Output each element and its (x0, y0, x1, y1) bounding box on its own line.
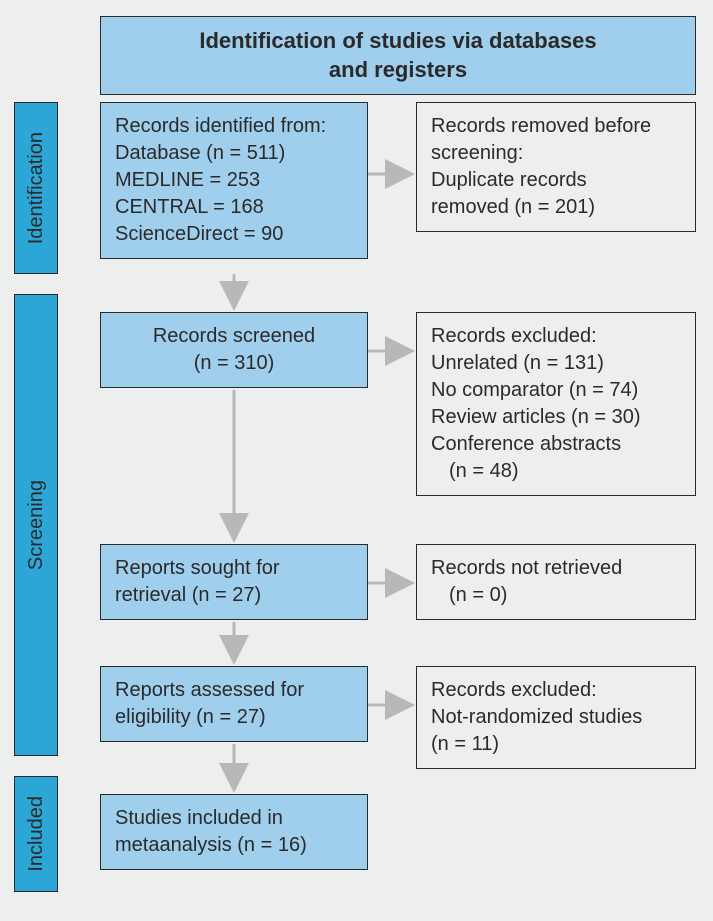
flow-arrows (0, 0, 713, 921)
